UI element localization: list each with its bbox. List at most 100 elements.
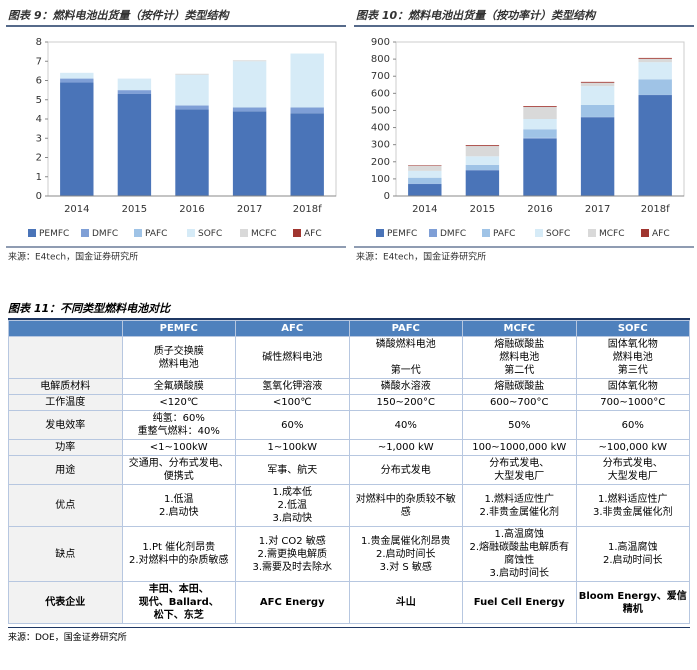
legend-swatch [134, 229, 142, 237]
legend-swatch [641, 229, 649, 237]
table-cell: 分布式发电、 大型发电厂 [462, 455, 577, 485]
table-cell [8, 336, 123, 379]
table-row: 功率 <1~100kW 1~100kW ~1,000 kW 100~1000,000 k… [8, 439, 690, 456]
comparison-table: PEMFC AFC PAFC MCFC SOFC 质子交换膜 燃料电池 碱性燃料电池 磷酸燃料… [8, 320, 690, 624]
table-cell: 电解质材料 [8, 378, 123, 395]
bar-segment [232, 111, 267, 196]
bar-segment [465, 145, 500, 147]
table-title: 图表 11：不同类型燃料电池对比 [8, 298, 690, 320]
table-cell: 50% [462, 410, 577, 440]
legend-label: PEMFC [387, 229, 417, 239]
legend-swatch [240, 229, 248, 237]
y-tick-label: 1 [36, 172, 42, 183]
table-cell: 质子交换膜 燃料电池 [121, 336, 236, 379]
legend-label: DMFC [92, 229, 118, 239]
table-cell: 1.燃料适应性广 2.非贵金属催化剂 [462, 484, 577, 527]
table-cell: AFC Energy [235, 581, 350, 624]
table-cell: 分布式发电、 大型发电厂 [575, 455, 690, 485]
table-cell: <1~100kW [121, 439, 236, 456]
bar-segment [232, 61, 267, 108]
legend-label: SOFC [198, 229, 222, 239]
legend-swatch [535, 229, 543, 237]
legend-swatch [28, 229, 36, 237]
bar-segment [117, 78, 152, 91]
table-cell: 100~1000,000 kW [462, 439, 577, 456]
y-tick-label: 7 [36, 56, 42, 67]
y-tick-label: 0 [384, 191, 390, 202]
y-tick-label: 3 [36, 133, 42, 144]
bar-segment [580, 81, 615, 83]
header-cell: AFC [235, 320, 350, 337]
y-tick-label: 500 [371, 105, 390, 116]
bar-segment [638, 95, 672, 196]
bar-segment [465, 146, 500, 157]
table-cell: 熔融碳酸盐 [462, 378, 577, 395]
header-cell [8, 320, 123, 337]
header-cell: PAFC [348, 320, 463, 337]
table-cell: 分布式发电 [348, 455, 463, 485]
y-tick-label: 900 [371, 37, 390, 48]
chart-title: 图表 10：燃料电池出货量（按功率计）类型结构 [356, 9, 597, 22]
bar-segment [638, 62, 672, 80]
table-cell: 60% [575, 410, 690, 440]
legend-label: AFC [304, 229, 322, 239]
x-tick-label: 2014 [64, 204, 89, 215]
x-tick-label: 2017 [237, 204, 262, 215]
bar-segment [523, 119, 557, 130]
table-cell: Fuel Cell Energy [462, 581, 577, 624]
legend-label: DMFC [440, 229, 466, 239]
y-tick-label: 5 [36, 95, 42, 106]
table-cell: 对燃料中的杂质较不敏感 [348, 484, 463, 527]
chart-source: 来源：E4tech，国金证券研究所 [8, 251, 138, 263]
y-tick-label: 0 [36, 191, 42, 202]
legend-swatch [376, 229, 384, 237]
legend-label: PEMFC [39, 229, 69, 239]
table-cell: ~100,000 kW [575, 439, 690, 456]
table-cell: ~1,000 kW [348, 439, 463, 456]
table-row: 用途 交通用、分布式发电、便携式 军事、航天 分布式发电 分布式发电、 大型发电厂 分布式… [8, 455, 690, 485]
table-cell: 纯氢：60% 重整气燃料：40% [121, 410, 236, 440]
table-cell: 150~200°C [348, 394, 463, 411]
y-tick-label: 100 [371, 174, 390, 185]
y-tick-label: 400 [371, 123, 390, 134]
table-cell: 60% [235, 410, 350, 440]
table-cell: 发电效率 [8, 410, 123, 440]
table-cell: 功率 [8, 439, 123, 456]
bar-segment [290, 107, 324, 114]
table-cell: 优点 [8, 484, 123, 527]
table-cell: 工作温度 [8, 394, 123, 411]
y-tick-label: 800 [371, 54, 390, 65]
table-cell: 1.燃料适应性广 3.非贵金属催化剂 [575, 484, 690, 527]
bar-segment [523, 106, 557, 108]
bar-segment [523, 129, 557, 138]
y-tick-label: 200 [371, 157, 390, 168]
table-row: 代表企业 丰田、本田、 现代、Ballard、 松下、东芝 AFC Energy 斗山… [8, 581, 690, 624]
chart-title: 图表 9：燃料电池出货量（按件计）类型结构 [8, 9, 230, 22]
bar-segment [408, 165, 442, 166]
y-tick-label: 700 [371, 71, 390, 82]
table-cell: 军事、航天 [235, 455, 350, 485]
table-cell: 1.成本低 2.低温 3.启动快 [235, 484, 350, 527]
table-cell: 固体氧化物 燃料电池 第三代 [575, 336, 690, 379]
header-cell: PEMFC [121, 320, 236, 337]
legend-swatch [588, 229, 596, 237]
bar-segment [290, 113, 324, 196]
bar-segment [523, 138, 557, 196]
table-cell: 氢氧化钾溶液 [235, 378, 350, 395]
bar-segment [523, 107, 557, 119]
bar-segment [60, 72, 94, 79]
table-cell: 1.Pt 催化剂昂贵 2.对燃料中的杂质敏感 [121, 526, 236, 582]
table-cell: 1.低温 2.启动快 [121, 484, 236, 527]
table-cell: 全氟磺酸膜 [121, 378, 236, 395]
legend-swatch [187, 229, 195, 237]
bar-segment [580, 82, 615, 87]
charts: 图表 9：燃料电池出货量（按件计）类型结构 0 1 2 3 4 5 6 7 8 2014 2015 20… [0, 0, 697, 268]
y-tick-label: 600 [371, 88, 390, 99]
bar-segment [408, 165, 442, 171]
table-cell: 1.高温腐蚀 2.启动时间长 [575, 526, 690, 582]
table-cell: <100℃ [235, 394, 350, 411]
table-cell: Bloom Energy、爱信精机 [575, 581, 690, 624]
x-tick-label: 2016 [527, 204, 552, 215]
table-cell: 熔融碳酸盐 燃料电池 第二代 [462, 336, 577, 379]
